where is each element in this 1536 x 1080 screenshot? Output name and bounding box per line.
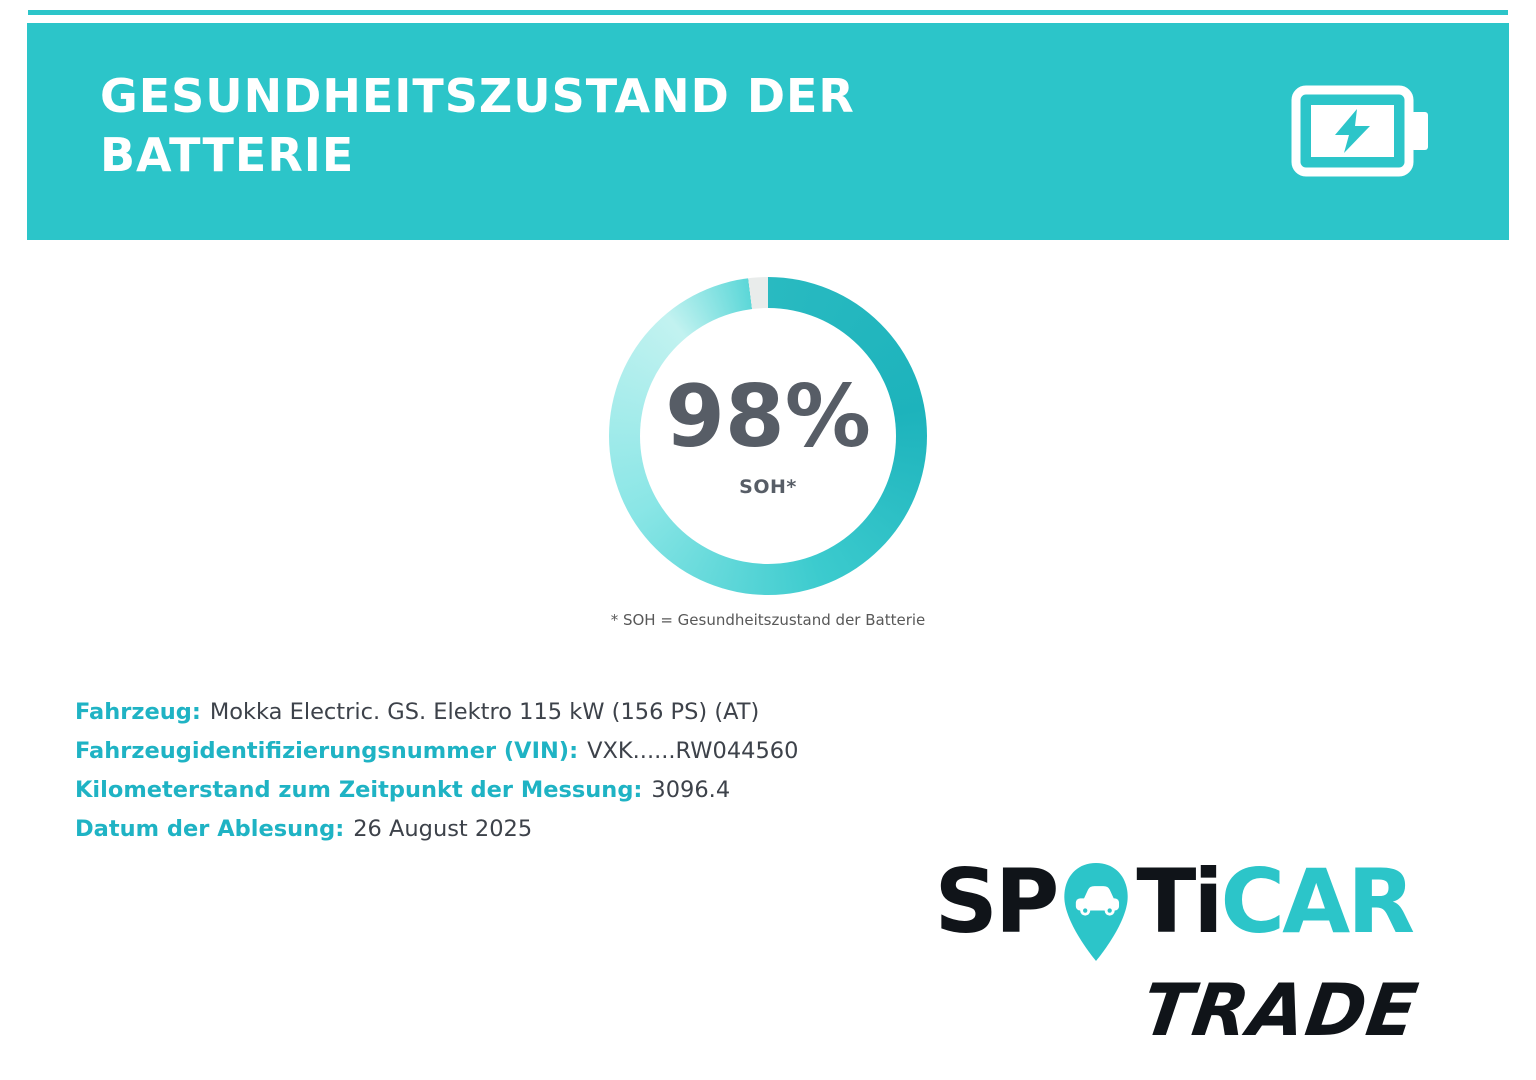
detail-row-fahrzeug: Fahrzeug: Mokka Electric. GS. Elektro 115… bbox=[75, 693, 798, 732]
detail-label: Fahrzeug: bbox=[75, 699, 201, 725]
detail-row-vin: Fahrzeugidentifizierungsnummer (VIN): VXK… bbox=[75, 732, 798, 771]
page-title-line2: BATTERIE bbox=[100, 127, 355, 182]
header-banner: GESUNDHEITSZUSTAND DER BATTERIE bbox=[27, 23, 1509, 240]
soh-label: SOH* bbox=[739, 476, 797, 498]
trade-wordmark: TRADE bbox=[1137, 968, 1424, 1052]
logo-text-car: CAR bbox=[1220, 850, 1415, 953]
detail-row-kilometerstand: Kilometerstand zum Zeitpunkt der Messung… bbox=[75, 771, 798, 810]
soh-gauge-center: 98% SOH* bbox=[609, 277, 927, 595]
soh-footnote: * SOH = Gesundheitszustand der Batterie bbox=[610, 611, 926, 629]
detail-label: Kilometerstand zum Zeitpunkt der Messung… bbox=[75, 777, 643, 803]
detail-value: VXK......RW044560 bbox=[587, 738, 799, 764]
spoticar-wordmark: SP Ti CAR bbox=[934, 850, 1415, 964]
detail-value: Mokka Electric. GS. Elektro 115 kW (156 … bbox=[209, 699, 760, 725]
soh-percentage: 98% bbox=[665, 367, 871, 467]
soh-gauge: 98% SOH* bbox=[609, 277, 927, 595]
spoticar-trade-logo: SP Ti CAR TRADE bbox=[934, 850, 1423, 1053]
detail-label: Fahrzeugidentifizierungsnummer (VIN): bbox=[75, 738, 579, 764]
page-title: GESUNDHEITSZUSTAND DER BATTERIE bbox=[100, 67, 855, 185]
top-divider bbox=[28, 10, 1508, 15]
detail-value: 3096.4 bbox=[651, 777, 731, 803]
page-title-line1: GESUNDHEITSZUSTAND DER bbox=[100, 69, 855, 123]
vehicle-details: Fahrzeug: Mokka Electric. GS. Elektro 115… bbox=[75, 693, 798, 849]
location-pin-car-icon bbox=[1060, 860, 1132, 964]
logo-text-sp: SP bbox=[934, 850, 1059, 953]
detail-label: Datum der Ablesung: bbox=[75, 816, 345, 842]
logo-text-ti: Ti bbox=[1136, 850, 1223, 953]
battery-charging-icon bbox=[1291, 81, 1433, 181]
detail-row-datum: Datum der Ablesung: 26 August 2025 bbox=[75, 810, 798, 849]
detail-value: 26 August 2025 bbox=[353, 816, 533, 842]
